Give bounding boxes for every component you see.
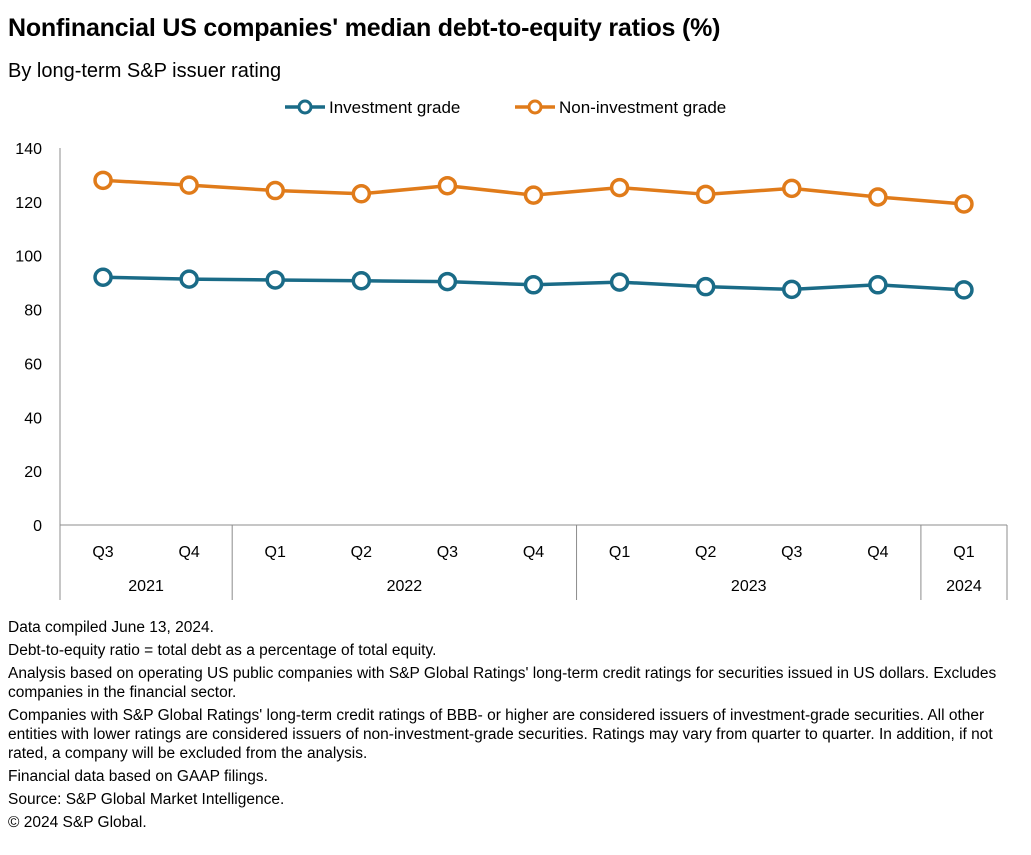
legend-label-0: Investment grade	[329, 98, 460, 117]
group-label-2021: 2021	[128, 578, 164, 595]
x-tick-label-9: Q4	[867, 544, 888, 561]
y-tick-label-120: 120	[15, 195, 42, 212]
series-1-point-9	[868, 187, 888, 207]
series-0-point-1	[179, 269, 199, 289]
note-source: Source: S&P Global Market Intelligence.	[8, 791, 285, 808]
group-label-2022: 2022	[387, 578, 423, 595]
group-label-2024: 2024	[946, 578, 982, 595]
legend-label-1: Non-investment grade	[559, 98, 726, 117]
group-label-2023: 2023	[731, 578, 767, 595]
series-0-point-9	[868, 275, 888, 295]
x-tick-label-4: Q3	[437, 544, 458, 561]
series-0-point-0	[93, 267, 113, 288]
series-0-point-4	[437, 271, 458, 292]
x-tick-label-7: Q2	[695, 544, 716, 561]
series-1-point-6	[609, 177, 630, 198]
series-0-point-3	[351, 271, 372, 291]
series-1-point-7	[695, 184, 716, 205]
series-0-point-2	[265, 270, 285, 290]
x-tick-label-1: Q4	[178, 544, 199, 561]
x-tick-label-3: Q2	[351, 544, 372, 561]
note-copyright: © 2024 S&P Global.	[8, 814, 147, 831]
x-tick-label-5: Q4	[523, 544, 544, 561]
note-rating-classes: Companies with S&P Global Ratings' long-…	[8, 707, 993, 762]
series-1-point-5	[523, 185, 544, 205]
y-tick-label-20: 20	[24, 464, 42, 481]
x-tick-label-6: Q1	[609, 544, 630, 561]
y-tick-label-0: 0	[33, 518, 42, 535]
note-data-compiled: Data compiled June 13, 2024.	[8, 619, 214, 636]
y-tick-label-60: 60	[24, 356, 42, 373]
note-analysis-scope: Analysis based on operating US public co…	[8, 665, 997, 701]
x-tick-label-2: Q1	[265, 544, 286, 561]
note-financial-data: Financial data based on GAAP filings.	[8, 768, 268, 785]
y-tick-label-80: 80	[24, 303, 42, 320]
y-tick-label-100: 100	[15, 249, 42, 266]
series-1-point-10	[954, 194, 974, 214]
chart-notes: Data compiled June 13, 2024. Debt-to-equ…	[8, 618, 1023, 836]
series-0-point-8	[782, 279, 802, 300]
series-1-point-3	[351, 184, 372, 204]
series-1-point-2	[265, 180, 285, 201]
legend-marker-1	[527, 99, 543, 115]
series-1-point-8	[782, 178, 802, 199]
y-tick-label-140: 140	[15, 141, 42, 158]
line-chart: Investment grade Non-investment grade 0 20 4…	[15, 98, 1008, 600]
series-0-point-6	[609, 272, 630, 292]
series-1-point-0	[93, 170, 113, 191]
series-0-point-10	[954, 280, 974, 300]
series-0-point-5	[523, 275, 544, 295]
x-tick-label-10: Q1	[953, 544, 974, 561]
x-tick-label-8: Q3	[781, 544, 802, 561]
legend-marker-0	[297, 99, 313, 115]
series-0-point-7	[695, 276, 716, 297]
chart-subtitle: By long-term S&P issuer rating	[8, 60, 282, 82]
x-tick-label-0: Q3	[92, 544, 113, 561]
y-tick-label-40: 40	[24, 410, 42, 427]
chart-title: Nonfinancial US companies' median debt-t…	[8, 14, 721, 42]
series-1-point-1	[179, 175, 199, 195]
note-definition: Debt-to-equity ratio = total debt as a p…	[8, 642, 437, 659]
series-1-point-4	[437, 175, 458, 196]
